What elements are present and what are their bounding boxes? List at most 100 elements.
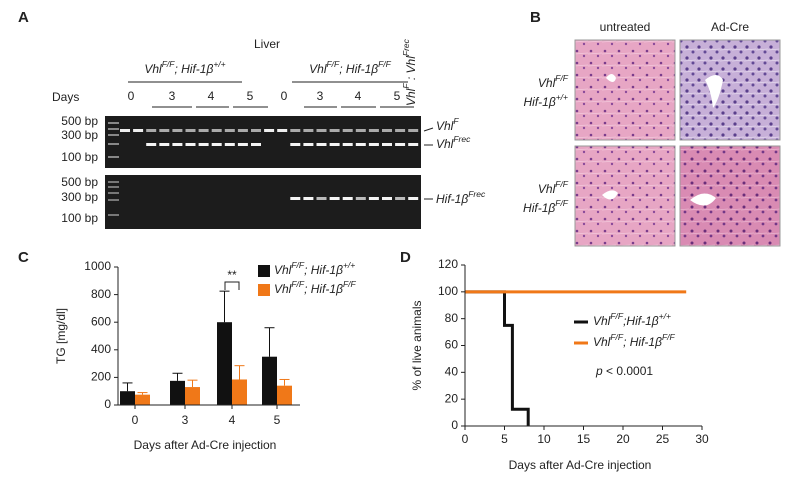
y-tick-label: 0 (451, 418, 458, 432)
y-tick-label: 1000 (84, 259, 111, 273)
gel-band (264, 129, 275, 132)
gel-band (290, 129, 301, 132)
x-tick-label: 0 (462, 432, 469, 446)
gel-band (408, 129, 419, 132)
text-part: F/F (378, 59, 392, 69)
text-part: Hif-1β (523, 201, 555, 215)
genotype-label: VhlF/F; Hif-1βF/F (309, 59, 392, 76)
text-part: Frec (468, 189, 486, 199)
text-part: +/+ (659, 311, 671, 321)
text-part: Vhl (309, 62, 327, 76)
text-part: F/F (291, 260, 305, 270)
text-part: F/F (555, 179, 569, 189)
text-part: ; Hif-1β (174, 62, 213, 76)
vessel (602, 190, 618, 200)
text-part: Vhl (538, 182, 556, 196)
gel-band (159, 129, 170, 132)
day-label: 5 (394, 89, 401, 103)
panel-label: B (530, 9, 541, 26)
row-label: Hif-1β+/+ (524, 92, 569, 109)
text-part: F/F (291, 279, 305, 289)
day-label: 3 (317, 89, 324, 103)
text-part: F/F (162, 59, 176, 69)
bar (120, 391, 135, 405)
legend-label: VhlF/F; Hif-1βF/F (274, 279, 357, 296)
x-tick-label: 0 (132, 413, 139, 427)
gel-band (290, 143, 301, 146)
text-part: +/+ (213, 59, 225, 69)
text-part: +/+ (343, 260, 355, 270)
gel-band (316, 197, 327, 200)
text-part: ;Hif-1β (623, 314, 659, 328)
text-part: Hif-1β (436, 192, 468, 206)
gel-band (251, 143, 261, 146)
text-part: Vhl (593, 314, 611, 328)
gel-band (395, 129, 406, 132)
text-part: : Vhl (404, 56, 418, 84)
panel-label: D (400, 249, 411, 266)
text-part: F (453, 116, 459, 126)
panel-label: C (18, 249, 29, 266)
gel-band (303, 143, 314, 146)
bar (185, 387, 200, 405)
ladder-band (108, 199, 119, 201)
gel-band (316, 129, 327, 132)
ladder-band (108, 214, 119, 216)
day-label: 4 (355, 89, 362, 103)
gel-band (303, 197, 314, 200)
gel-band (224, 129, 235, 132)
text-part: +/+ (556, 92, 568, 102)
ladder-band (108, 186, 119, 188)
gel-band (211, 143, 222, 146)
day-label: 4 (208, 89, 215, 103)
text-part: F/F (326, 59, 340, 69)
text-part: Vhl (436, 119, 454, 133)
gel-images (105, 116, 421, 229)
text-part: < 0.0001 (603, 364, 654, 378)
tissue-label: Liver (254, 37, 280, 51)
legend-swatch (258, 265, 270, 277)
gel-band (342, 143, 353, 146)
vessel (690, 193, 716, 206)
day-label: 3 (169, 89, 176, 103)
x-tick-label: 4 (229, 413, 236, 427)
gel-band (185, 143, 196, 146)
legend-label: VhlF/F;Hif-1β+/+ (593, 311, 671, 328)
y-tick-label: 40 (445, 365, 459, 379)
text-part: Hif-1β (524, 95, 556, 109)
gel-band (237, 143, 248, 146)
micrograph (679, 39, 781, 141)
text-part: F/F (610, 311, 624, 321)
ladder-band (108, 192, 119, 194)
day-label: 5 (247, 89, 254, 103)
significance-label: ** (227, 268, 237, 282)
x-tick-label: 5 (501, 432, 508, 446)
text-part: ; Hif-1β (623, 335, 662, 349)
gel-band (329, 197, 340, 200)
band-label: Hif-1βFrec (436, 189, 486, 206)
y-tick-label: 120 (438, 257, 458, 271)
gel-band (382, 143, 392, 146)
gel-band (355, 143, 366, 146)
gel-band (172, 143, 183, 146)
band-label: VhlF (436, 116, 459, 133)
text-part: F/F (555, 73, 569, 83)
x-tick-label: 3 (182, 413, 189, 427)
column-label: untreated (600, 20, 651, 34)
size-label: 100 bp (61, 211, 98, 225)
y-tick-label: 600 (91, 314, 111, 328)
histology-images (574, 39, 781, 247)
text-part: F/F (343, 279, 357, 289)
text-part: p (595, 364, 603, 378)
text-part: Vhl (404, 88, 418, 106)
y-tick-label: 400 (91, 342, 111, 356)
y-axis-label: TG [mg/dl] (54, 308, 68, 364)
row-label: Hif-1βF/F (523, 198, 569, 215)
text-part: Vhl (593, 335, 611, 349)
x-tick-label: 25 (656, 432, 670, 446)
bar (232, 379, 247, 405)
legend-swatch (258, 284, 270, 296)
gel-band (159, 143, 170, 146)
gel-band (382, 197, 392, 200)
